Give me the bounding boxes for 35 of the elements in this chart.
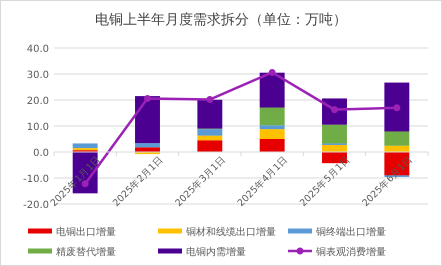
bar — [260, 139, 285, 152]
y-tick-label: 30.0 — [26, 70, 49, 81]
bar — [322, 144, 347, 152]
bar — [72, 143, 98, 148]
y-tick-label: -20.0 — [23, 200, 49, 211]
legend-label: 电铜内需增量 — [186, 246, 246, 258]
point — [144, 94, 151, 102]
legend-label: 精废替代增量 — [56, 246, 116, 258]
bar — [384, 82, 410, 132]
legend-label: 电铜出口增量 — [56, 226, 116, 238]
point — [82, 180, 89, 188]
bar — [197, 100, 222, 129]
y-tick-label: 10.0 — [26, 122, 49, 133]
legend-label: 铜材和线缆出口增量 — [185, 226, 276, 238]
y-tick-label: 20.0 — [26, 96, 49, 107]
bar — [197, 136, 222, 140]
y-tick-label: 40.0 — [26, 44, 49, 55]
bar — [135, 143, 160, 148]
bar — [322, 124, 347, 144]
bar — [197, 129, 222, 136]
bar — [260, 72, 285, 108]
bar — [197, 140, 222, 152]
y-tick-label: -10.0 — [23, 174, 49, 185]
point — [393, 104, 400, 112]
y-tick-label: 0.0 — [33, 148, 49, 159]
point — [206, 96, 214, 103]
bar — [384, 131, 410, 146]
bar — [260, 108, 285, 126]
chart-title: 电铜上半年月度需求拆分（单位：万吨） — [95, 12, 347, 28]
bar — [135, 96, 160, 144]
point — [268, 68, 276, 76]
legend-label: 铜终端出口增量 — [315, 226, 386, 238]
legend-label: 铜表观消费增量 — [315, 246, 386, 258]
bar — [260, 129, 285, 139]
bar — [260, 125, 285, 130]
